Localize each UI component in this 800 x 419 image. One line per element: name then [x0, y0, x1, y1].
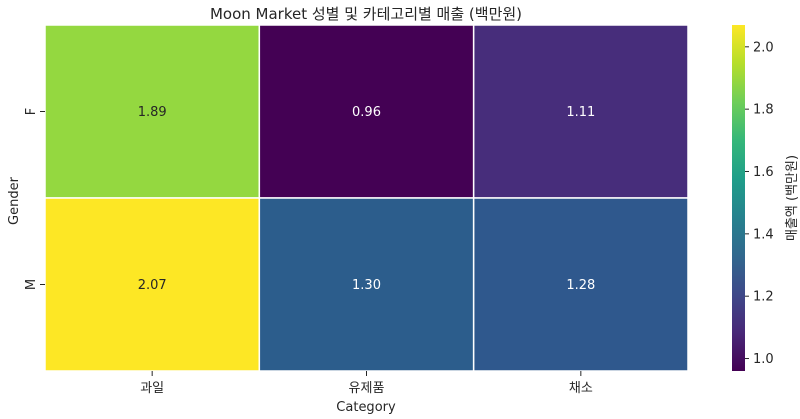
colorbar-tick-label: 1.0 — [753, 352, 774, 367]
colorbar-tick-label: 2.0 — [753, 40, 774, 55]
y-axis-ticks: FM — [24, 108, 45, 290]
y-tick-label: M — [24, 279, 39, 290]
x-tick-label: 채소 — [569, 381, 593, 396]
heatmap-cell — [472, 24, 689, 199]
y-tick-label: F — [24, 108, 39, 115]
heatmap-cell — [258, 197, 475, 372]
cell-value-label: 1.30 — [352, 278, 381, 293]
heatmap-cell — [258, 24, 475, 199]
heatmap-cell — [44, 24, 261, 199]
x-tick-label: 과일 — [140, 381, 164, 396]
cell-value-label: 1.11 — [566, 105, 595, 120]
cell-value-label: 2.07 — [138, 278, 167, 293]
y-axis-label: Gender — [7, 176, 22, 225]
cell-value-label: 0.96 — [352, 105, 381, 120]
x-tick-label: 유제품 — [349, 381, 385, 396]
heatmap-cells — [44, 24, 689, 372]
colorbar-label: 매출액 (백만원) — [785, 155, 800, 241]
colorbar-tick-label: 1.2 — [753, 290, 774, 305]
colorbar-tick-label: 1.6 — [753, 165, 774, 180]
chart-title: Moon Market 성별 및 카테고리별 매출 (백만원) — [210, 5, 522, 23]
heatmap-cell — [472, 197, 689, 372]
x-axis-ticks: 과일 유제품 채소 — [140, 371, 593, 396]
cell-labels: 1.89 0.96 1.11 2.07 1.30 1.28 — [138, 105, 596, 293]
colorbar-tick-label: 1.4 — [753, 227, 774, 242]
colorbar-ticks: 1.0 1.2 1.4 1.6 1.8 2.0 — [745, 40, 774, 367]
heatmap-cell — [44, 197, 261, 372]
x-axis-label: Category — [336, 400, 396, 415]
cell-value-label: 1.28 — [566, 278, 595, 293]
colorbar — [732, 25, 745, 371]
cell-value-label: 1.89 — [138, 105, 167, 120]
colorbar-tick-label: 1.8 — [753, 103, 774, 118]
